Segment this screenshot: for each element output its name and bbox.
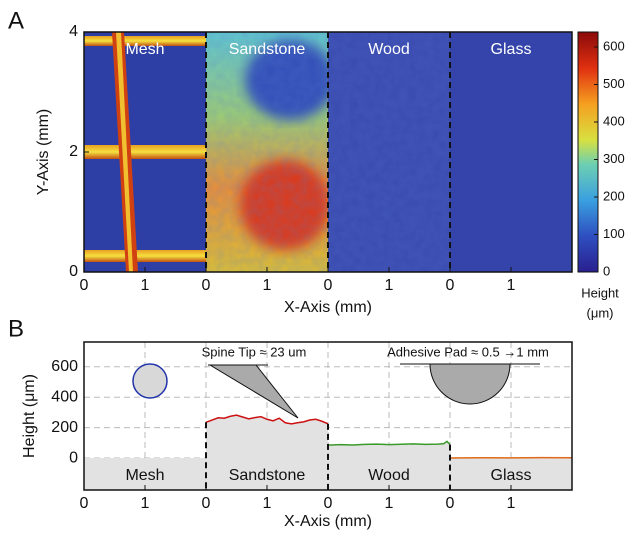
- x-tick-label: 0: [446, 495, 455, 512]
- x-tick-label: 1: [263, 495, 272, 512]
- x-tick-label: 0: [324, 495, 333, 512]
- annotation: Spine Tip ≈ 23 um: [202, 344, 307, 359]
- figure: A B X-Axis (mm) X-Axis (mm) Y-Axis (mm) …: [0, 0, 634, 534]
- x-axis-label: X-Axis (mm): [284, 513, 372, 530]
- x-tick-label: 1: [263, 277, 272, 294]
- colorbar-label: (μm): [587, 305, 614, 320]
- y-tick-label: 200: [51, 419, 78, 436]
- x-tick-label: 1: [385, 277, 394, 294]
- colorbar-tick-label: 100: [603, 226, 625, 241]
- colorbar-tick-label: 200: [603, 188, 625, 203]
- y-tick-label: 600: [51, 358, 78, 375]
- x-tick-label: 0: [80, 495, 89, 512]
- region-label: Glass: [491, 41, 532, 58]
- colorbar-tick-label: 300: [603, 151, 625, 166]
- y-tick-label: 400: [51, 388, 78, 405]
- y-axis-label: Y-Axis (mm): [35, 109, 52, 196]
- colorbar-label: Height: [581, 285, 619, 300]
- region-label: Mesh: [125, 41, 164, 58]
- region-label: Glass: [491, 467, 532, 484]
- region-label: Sandstone: [229, 41, 306, 58]
- y-tick-label: 0: [69, 449, 78, 466]
- annotation: Adhesive Pad ≈ 0.5 →1 mm: [387, 344, 549, 359]
- y-tick-label: 4: [69, 23, 78, 40]
- y-axis-label: Height (μm): [21, 374, 38, 458]
- region-label: Sandstone: [229, 467, 306, 484]
- colorbar-tick-label: 600: [603, 38, 625, 53]
- x-tick-label: 1: [507, 495, 516, 512]
- x-tick-label: 1: [141, 495, 150, 512]
- region-label: Mesh: [125, 467, 164, 484]
- x-axis-label: X-Axis (mm): [284, 299, 372, 316]
- x-tick-label: 1: [507, 277, 516, 294]
- x-tick-label: 1: [141, 277, 150, 294]
- y-tick-label: 0: [69, 263, 78, 280]
- colorbar-tick-label: 0: [603, 263, 610, 278]
- panel-label: A: [8, 7, 24, 34]
- spine-icon: [133, 364, 167, 398]
- region-label: Wood: [368, 41, 410, 58]
- x-tick-label: 1: [385, 495, 394, 512]
- panel-label: B: [8, 315, 24, 342]
- region-label: Wood: [368, 467, 410, 484]
- x-tick-label: 0: [202, 495, 211, 512]
- x-tick-label: 0: [446, 277, 455, 294]
- colorbar-tick-label: 400: [603, 113, 625, 128]
- x-tick-label: 0: [80, 277, 89, 294]
- colorbar-tick-label: 500: [603, 76, 625, 91]
- y-tick-label: 2: [69, 143, 78, 160]
- x-tick-label: 0: [202, 277, 211, 294]
- x-tick-label: 0: [324, 277, 333, 294]
- colorbar: [578, 32, 598, 272]
